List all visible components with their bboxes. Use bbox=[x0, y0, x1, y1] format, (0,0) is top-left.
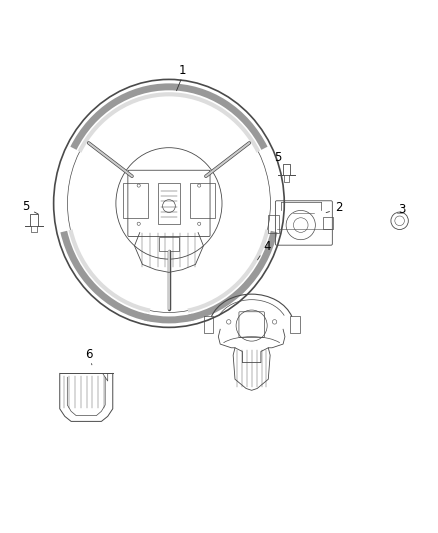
Bar bbox=[123, 183, 148, 217]
Text: 2: 2 bbox=[335, 201, 343, 214]
Text: 4: 4 bbox=[263, 240, 271, 253]
Bar bbox=[290, 316, 300, 333]
Bar bbox=[158, 183, 180, 224]
Text: 3: 3 bbox=[398, 204, 406, 216]
Text: 6: 6 bbox=[85, 348, 92, 361]
Bar bbox=[323, 217, 333, 229]
Bar bbox=[190, 183, 215, 217]
Text: 5: 5 bbox=[274, 151, 282, 164]
Bar bbox=[159, 237, 179, 252]
Text: 5: 5 bbox=[21, 200, 29, 213]
Text: 1: 1 bbox=[178, 64, 186, 77]
Bar bbox=[204, 316, 213, 333]
Bar bbox=[268, 215, 279, 233]
